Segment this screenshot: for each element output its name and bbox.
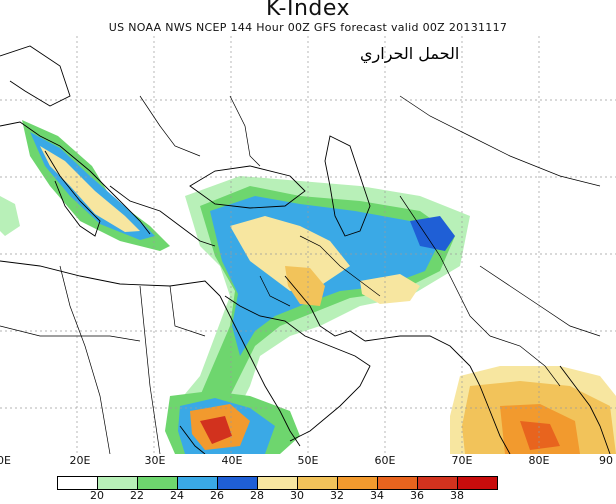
border — [299, 235, 381, 297]
coast-caspian — [324, 135, 371, 237]
longitude-label: 50E — [297, 454, 319, 467]
shade-india-red — [520, 421, 560, 450]
border — [59, 265, 111, 454]
colorbar-swatch — [258, 477, 298, 489]
coast-gulf — [284, 275, 366, 342]
map-title: K-Index — [265, 0, 351, 21]
k-index-colorbar — [57, 476, 498, 490]
colorbar-label: 28 — [250, 489, 264, 502]
shade-caspian-blue — [410, 216, 455, 251]
border — [489, 335, 561, 387]
colorbar-swatch — [218, 477, 258, 489]
coast-iran-south — [364, 335, 471, 367]
coast-balkans — [109, 185, 216, 247]
shade-iraq-orange — [285, 266, 325, 306]
longitude-label: 40E — [221, 454, 243, 467]
colorbar-label: 38 — [450, 489, 464, 502]
shade-africa-red — [200, 416, 232, 444]
political-borders — [0, 95, 601, 454]
colorbar-swatch — [338, 477, 378, 489]
colorbar-swatch — [98, 477, 138, 489]
shade-med-west — [0, 196, 20, 236]
border — [259, 275, 291, 307]
colorbar-label: 32 — [330, 489, 344, 502]
colorbar-label: 20 — [90, 489, 104, 502]
border — [0, 325, 141, 342]
coast-scandinavia — [0, 45, 71, 107]
border — [399, 95, 601, 187]
colorbar-swatch — [298, 477, 338, 489]
coast-italy — [44, 150, 101, 237]
coast-arabia — [224, 295, 371, 442]
colorbar-swatch — [138, 477, 178, 489]
colorbar-label: 30 — [290, 489, 304, 502]
longitude-label: 30E — [144, 454, 166, 467]
k-index-shading — [0, 120, 616, 454]
colorbar-label: 26 — [210, 489, 224, 502]
border — [169, 285, 206, 337]
colorbar-swatch — [58, 477, 98, 489]
coast-africa-east — [179, 425, 206, 454]
border — [229, 95, 261, 167]
colorbar-label: 22 — [130, 489, 144, 502]
shade-me-yellow — [230, 216, 350, 291]
coast-europe — [0, 121, 151, 235]
longitude-label: 70E — [451, 454, 473, 467]
coast-india-east — [559, 365, 611, 454]
arabic-annotation: الحمل الحراري — [360, 44, 460, 63]
colorbar-label: 34 — [370, 489, 384, 502]
colorbar-swatch — [378, 477, 418, 489]
shade-iran-yellow — [360, 274, 420, 304]
border — [479, 265, 601, 337]
map-panel — [0, 36, 616, 454]
border — [139, 95, 201, 157]
longitude-label: 90 — [599, 454, 613, 467]
colorbar-swatch — [178, 477, 218, 489]
coast-mediterranean-south — [0, 260, 221, 297]
longitude-label: 20E — [69, 454, 91, 467]
border — [399, 195, 491, 337]
k-index-map — [0, 36, 616, 454]
longitude-label: 80E — [528, 454, 550, 467]
coast-red-sea — [219, 295, 301, 447]
colorbar-label: 24 — [170, 489, 184, 502]
map-subtitle: US NOAA NWS NCEP 144 Hour 00Z GFS foreca… — [108, 21, 508, 34]
coast-black-sea — [189, 165, 306, 209]
colorbar-swatch — [418, 477, 458, 489]
longitude-label: 0E — [0, 454, 11, 467]
colorbar-labels: 20 22 24 26 28 30 32 34 36 38 — [0, 489, 616, 503]
border — [139, 285, 161, 454]
colorbar-label: 36 — [410, 489, 424, 502]
coastlines — [0, 45, 611, 454]
longitude-label: 60E — [374, 454, 396, 467]
colorbar-swatch — [458, 477, 497, 489]
shade-italy-yellow — [40, 146, 140, 232]
coast-india-west — [469, 365, 511, 454]
longitude-axis: 0E 20E 30E 40E 50E 60E 70E 80E 90 — [0, 454, 616, 472]
